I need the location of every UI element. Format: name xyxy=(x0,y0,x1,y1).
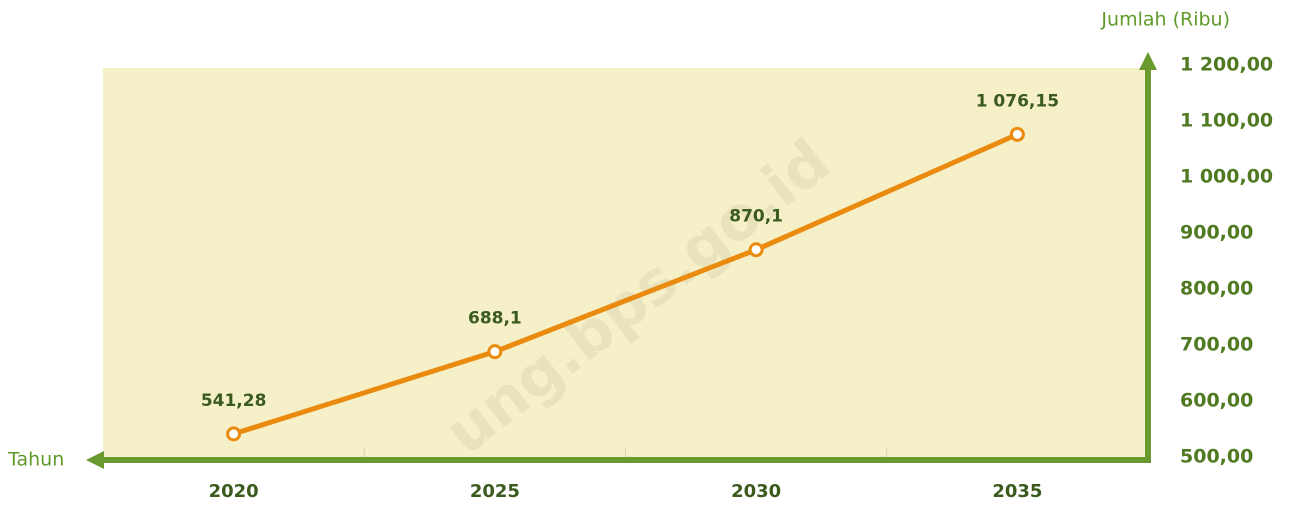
marker xyxy=(748,242,764,258)
x-tick-label: 2025 xyxy=(470,481,520,502)
marker xyxy=(487,344,503,360)
y-tick-label: 800,00 xyxy=(1180,278,1253,300)
plot-area xyxy=(103,68,1148,460)
y-tick-label: 700,00 xyxy=(1180,334,1253,356)
data-label: 870,1 xyxy=(729,207,783,227)
marker xyxy=(226,426,242,442)
y-tick-label: 600,00 xyxy=(1180,390,1253,412)
y-axis-arrow xyxy=(1139,52,1157,70)
y-tick-label: 500,00 xyxy=(1180,446,1253,468)
y-tick-label: 900,00 xyxy=(1180,222,1253,244)
x-tick-label: 2035 xyxy=(992,481,1042,502)
line xyxy=(232,132,1019,437)
y-tick-label: 1 100,00 xyxy=(1180,110,1273,132)
data-label: 541,28 xyxy=(201,391,267,411)
x-axis-title: Tahun xyxy=(7,449,64,471)
data-label: 1 076,15 xyxy=(976,91,1059,111)
y-tick-label: 1 200,00 xyxy=(1180,54,1273,76)
y-tick-label: 1 000,00 xyxy=(1180,166,1273,188)
marker xyxy=(1009,126,1025,142)
x-axis-arrow xyxy=(86,451,104,469)
y-axis-title: Jumlah (Ribu) xyxy=(1100,9,1230,31)
x-tick-label: 2020 xyxy=(209,481,259,502)
data-label: 688,1 xyxy=(468,309,522,329)
x-tick-label: 2030 xyxy=(731,481,781,502)
